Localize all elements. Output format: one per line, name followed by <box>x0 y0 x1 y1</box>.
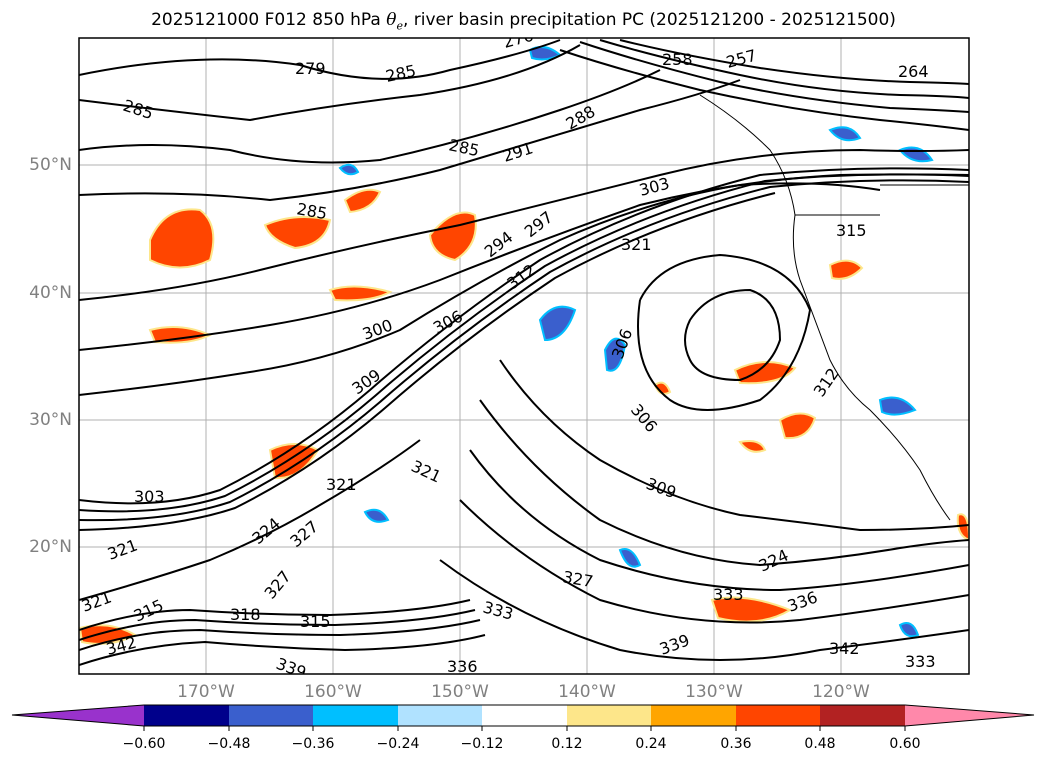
lon-label-130w: 130°W <box>685 682 743 702</box>
lon-label-170w: 170°W <box>177 682 235 702</box>
lat-label-50n: 50°N <box>29 155 72 175</box>
contour-label: 333 <box>905 652 936 671</box>
colorbar-tick: −0.48 <box>207 736 251 752</box>
contour-label: 333 <box>713 585 744 604</box>
lat-label-30n: 30°N <box>29 410 72 430</box>
precipitation-patches <box>79 45 969 645</box>
contour-label: 321 <box>621 235 652 254</box>
colorbar-max-extension <box>905 705 1034 726</box>
colorbar-tick: 0.36 <box>720 736 752 752</box>
contour-label: 258 <box>662 50 693 69</box>
colorbar-tick: −0.36 <box>291 736 335 752</box>
lon-label-120w: 120°W <box>812 682 870 702</box>
coastline <box>699 94 969 521</box>
contour-label: 303 <box>134 487 165 506</box>
contour-label: 342 <box>829 639 860 658</box>
contour-label: 315 <box>836 221 867 240</box>
colorbar <box>11 704 1035 731</box>
lon-label-140w: 140°W <box>558 682 616 702</box>
colorbar-min-extension <box>12 705 144 726</box>
theta-e-contours <box>79 39 969 666</box>
contour-label: 315 <box>300 612 331 631</box>
map-frame <box>78 37 970 675</box>
contour-label: 336 <box>447 657 478 676</box>
lon-label-150w: 150°W <box>431 682 489 702</box>
colorbar-tick: −0.60 <box>122 736 166 752</box>
lat-label-40n: 40°N <box>29 283 72 303</box>
colorbar-tick: −0.24 <box>376 736 420 752</box>
colorbar-tick: 0.48 <box>804 736 836 752</box>
map-body: 279 285 285 285 285 288 291 294 297 300 … <box>79 38 969 676</box>
contour-label: 321 <box>326 475 357 494</box>
lat-label-20n: 20°N <box>29 537 72 557</box>
graticule <box>79 38 969 674</box>
colorbar-tick: 0.60 <box>889 736 921 752</box>
lon-label-160w: 160°W <box>304 682 362 702</box>
colorbar-tick: −0.12 <box>460 736 504 752</box>
colorbar-tick: 0.12 <box>551 736 583 752</box>
colorbar-tick: 0.24 <box>635 736 667 752</box>
contour-label: 279 <box>295 59 326 78</box>
contour-label: 264 <box>898 62 929 81</box>
contour-label: 318 <box>230 605 261 624</box>
map-title: 2025121000 F012 850 hPa θe, river basin … <box>151 10 896 33</box>
